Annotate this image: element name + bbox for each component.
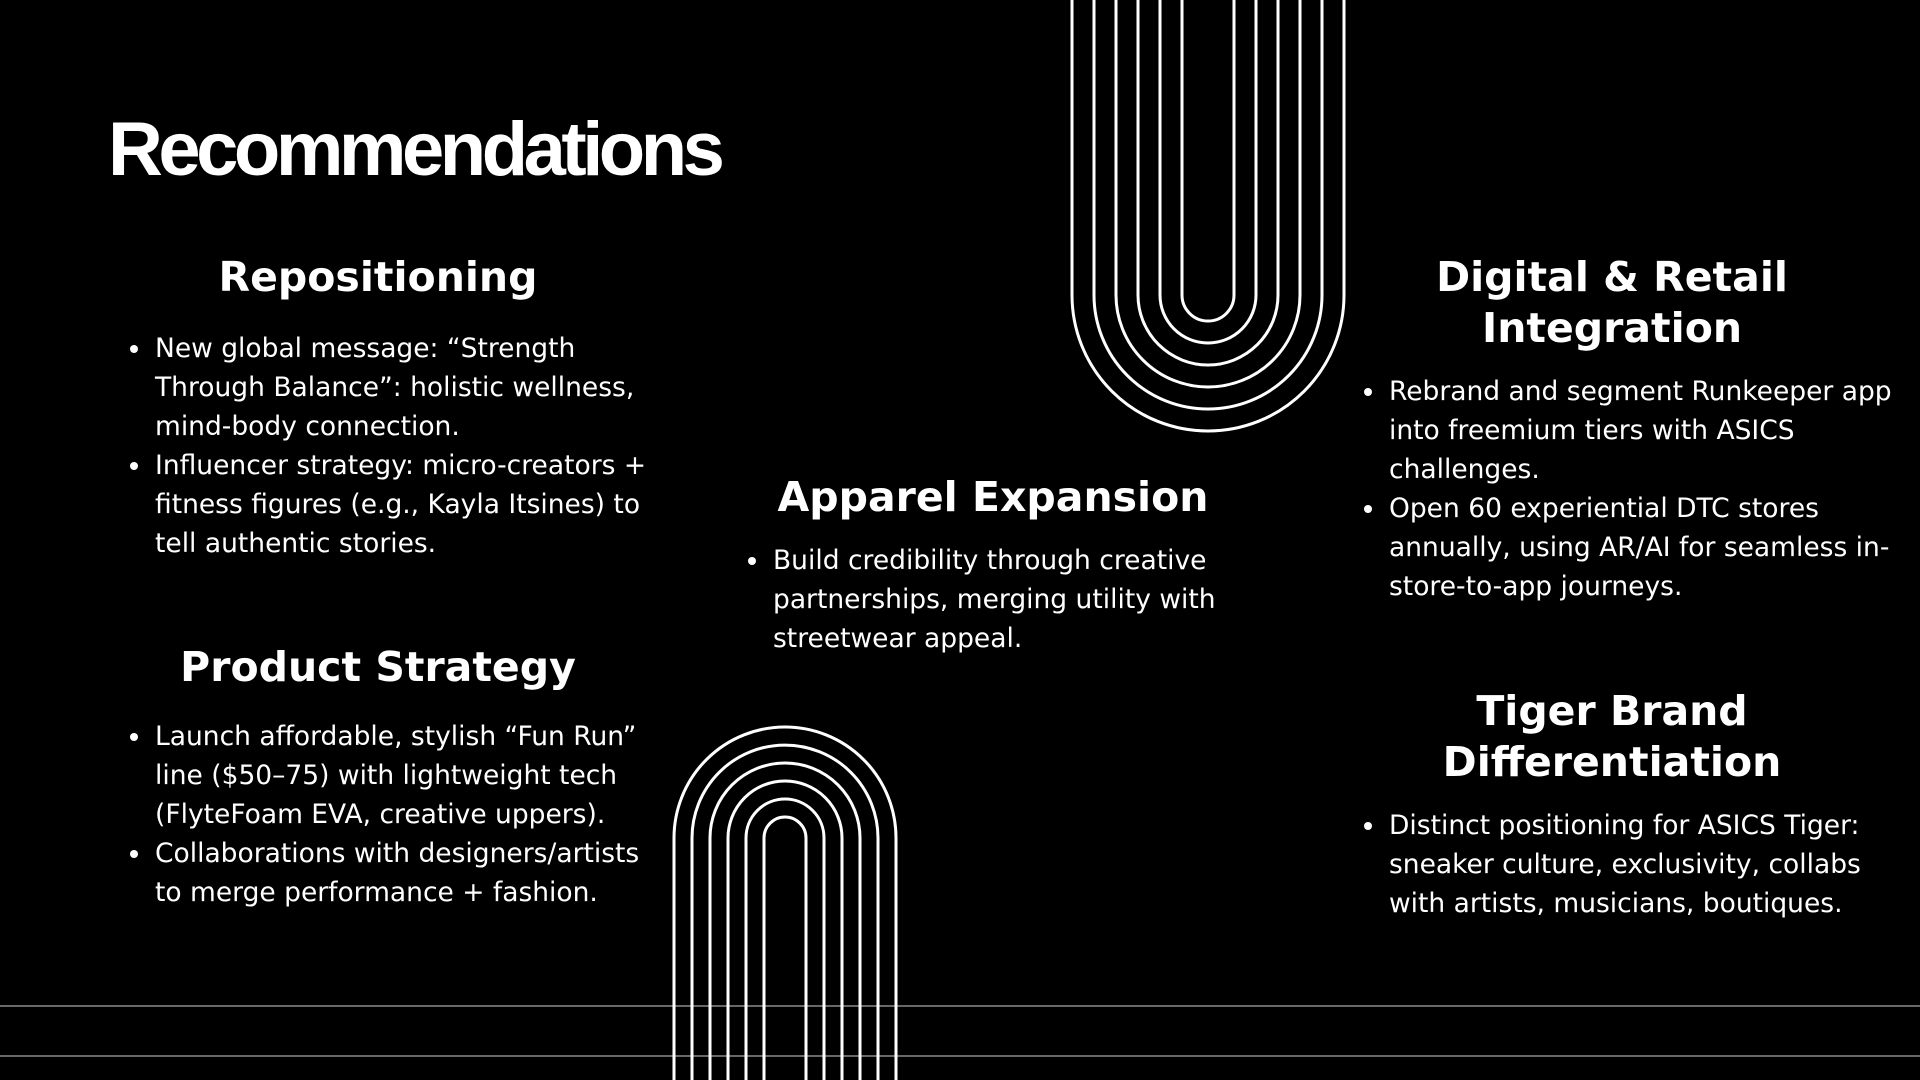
bullet-list-tiger-brand-differentiation: Distinct positioning for ASICS Tiger: sn…	[1362, 806, 1902, 923]
list-item: Influencer strategy: micro-creators + fi…	[128, 446, 648, 563]
section-tiger-brand-differentiation: Tiger Brand Differentiation Distinct pos…	[1362, 686, 1902, 923]
list-item: Distinct positioning for ASICS Tiger: sn…	[1362, 806, 1902, 923]
list-item: New global message: “Strength Through Ba…	[128, 329, 648, 446]
horizontal-rule-lines	[0, 1005, 1920, 1057]
section-repositioning: Repositioning New global message: “Stren…	[128, 252, 648, 563]
list-item: Open 60 experiential DTC stores annually…	[1362, 489, 1902, 606]
section-product-strategy: Product Strategy Launch affordable, styl…	[128, 642, 648, 912]
list-item: Rebrand and segment Runkeeper app into f…	[1362, 372, 1902, 489]
section-digital-retail-integration: Digital & Retail Integration Rebrand and…	[1362, 252, 1902, 606]
bullet-list-digital-retail-integration: Rebrand and segment Runkeeper app into f…	[1362, 372, 1902, 606]
section-heading-product-strategy: Product Strategy	[180, 643, 576, 691]
page-title: Recommendations	[108, 107, 725, 192]
list-item: Launch affordable, stylish “Fun Run” lin…	[128, 717, 648, 834]
section-heading-tiger-brand-differentiation: Tiger Brand Differentiation	[1442, 687, 1782, 786]
nested-arch-top	[1070, 0, 1346, 433]
section-heading-repositioning: Repositioning	[218, 253, 538, 301]
section-heading-apparel-expansion: Apparel Expansion	[777, 473, 1209, 521]
list-item: Collaborations with designers/artists to…	[128, 834, 648, 912]
bullet-list-repositioning: New global message: “Strength Through Ba…	[128, 329, 648, 563]
nested-arch-bottom	[672, 725, 898, 1080]
bullet-list-apparel-expansion: Build credibility through creative partn…	[746, 541, 1286, 658]
section-apparel-expansion: Apparel Expansion Build credibility thro…	[746, 472, 1286, 658]
section-heading-digital-retail-integration: Digital & Retail Integration	[1436, 253, 1788, 352]
bullet-list-product-strategy: Launch affordable, stylish “Fun Run” lin…	[128, 717, 648, 912]
list-item: Build credibility through creative partn…	[746, 541, 1286, 658]
